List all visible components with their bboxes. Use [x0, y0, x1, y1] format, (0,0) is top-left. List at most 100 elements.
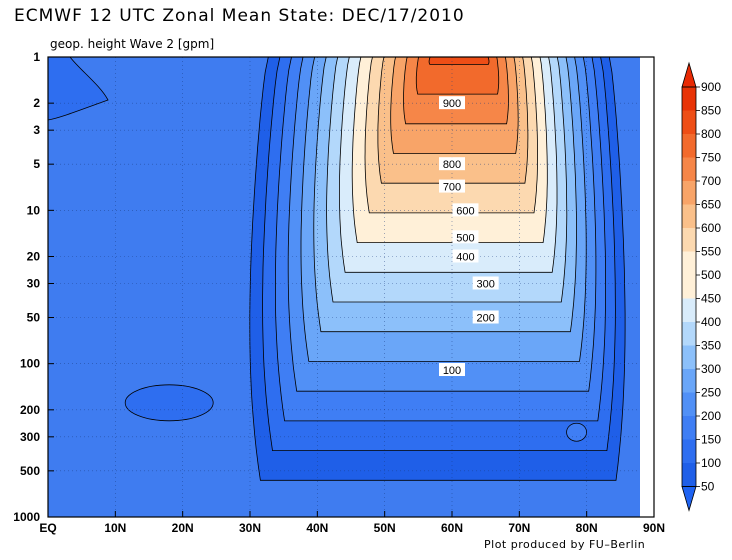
contour-line [403, 57, 509, 125]
x-tick-label: EQ [39, 521, 56, 535]
contour-label-bg [439, 96, 465, 110]
chart-title: ECMWF 12 UTC Zonal Mean State: DEC/17/20… [14, 6, 465, 26]
contour-label: 600 [456, 205, 474, 217]
y-tick-label: 20 [27, 249, 41, 263]
colorbar-swatch [682, 392, 696, 417]
y-tick-label: 1 [33, 50, 40, 64]
y-tick-label: 300 [20, 430, 40, 444]
contour-feature [124, 384, 214, 422]
contour-line [300, 57, 587, 362]
contour-labels: 900 800 700 600 500 400 300 200 100 [439, 96, 499, 377]
contour-line [287, 57, 597, 392]
colorbar-swatch [682, 298, 696, 323]
x-tick-label: 80N [576, 521, 598, 535]
contour-label-bg [439, 157, 465, 171]
contour-label: 900 [443, 98, 461, 110]
contour-fills [48, 35, 640, 517]
colorbar-label: 550 [701, 245, 721, 259]
contour-line [262, 57, 616, 451]
colorbar-swatch [682, 157, 696, 182]
colorbar-swatch [682, 416, 696, 440]
colorbar-label: 100 [701, 456, 721, 470]
colorbar-label: 250 [701, 386, 721, 400]
colorbar-label: 400 [701, 315, 721, 329]
colorbar-swatch [682, 345, 696, 370]
colorbar-swatch [682, 322, 696, 346]
colorbar-swatch [682, 369, 696, 393]
grid-lines [48, 57, 640, 517]
contour-line [390, 57, 519, 154]
colorbar: 900 850 800 750 700 650 600 550 500 450 400 350 300 2… [681, 61, 721, 512]
colorbar-swatch [682, 251, 696, 276]
contour-line [351, 57, 548, 243]
contour-feature [566, 422, 587, 442]
x-tick-label: 90N [643, 521, 665, 535]
colorbar-label: 350 [701, 339, 721, 353]
credit-text: Plot produced by FU–Berlin [484, 538, 646, 551]
contour-line [249, 57, 626, 481]
contour-lines [249, 57, 626, 481]
y-tick-label: 100 [20, 357, 40, 371]
colorbar-max-arrow [681, 61, 697, 88]
contour-label-bg [439, 179, 465, 193]
contour-line [441, 57, 480, 58]
contour-feature [48, 57, 109, 121]
y-tick-label: 50 [27, 311, 41, 325]
colorbar-label: 600 [701, 221, 721, 235]
colorbar-label: 300 [701, 362, 721, 376]
contour-label-bg [439, 363, 465, 377]
contour-label: 500 [456, 232, 474, 244]
contour-label: 100 [443, 365, 461, 377]
colorbar-swatch [682, 463, 696, 487]
x-tick-label: 20N [172, 521, 194, 535]
colorbar-label: 850 [701, 104, 721, 118]
colorbar-label: 800 [701, 127, 721, 141]
contour-band [429, 57, 489, 65]
colorbar-label: 200 [701, 409, 721, 423]
colorbar-swatch [682, 87, 696, 111]
contour-label-bg [452, 249, 479, 263]
chart-subtitle: geop. height Wave 2 [gpm] [50, 37, 215, 51]
contour-line [428, 57, 490, 65]
colorbar-min-arrow [681, 486, 697, 512]
contour-line [364, 57, 538, 214]
colorbar-label: 650 [701, 198, 721, 212]
contour-line [339, 57, 558, 273]
colorbar-swatch [682, 275, 696, 299]
colorbar-label: 700 [701, 174, 721, 188]
colorbar-label: 750 [701, 151, 721, 165]
contour-line [377, 57, 529, 184]
contour-line [415, 57, 500, 95]
x-tick-label: 50N [374, 521, 396, 535]
colorbar-swatch [682, 228, 696, 252]
colorbar-swatch [682, 439, 696, 464]
colorbar-swatch [682, 181, 696, 205]
contour-label-bg [472, 276, 499, 290]
contour-band [442, 35, 479, 57]
x-tick-label: 60N [441, 521, 463, 535]
contour-label-bg [452, 203, 479, 217]
colorbar-label: 900 [701, 80, 721, 94]
contour-label: 400 [456, 251, 474, 263]
colorbar-swatch [682, 134, 696, 158]
contour-label: 700 [443, 182, 461, 194]
y-tick-label: 500 [20, 464, 40, 478]
y-tick-label: 200 [20, 403, 40, 417]
contour-line [275, 57, 606, 422]
contour-line [326, 57, 568, 303]
y-tick-label: 5 [33, 157, 40, 171]
plot-frame [47, 56, 655, 518]
x-axis: EQ 10N 20N 30N 40N 50N 60N 70N 80N 90N [39, 511, 665, 535]
x-tick-label: 10N [104, 521, 126, 535]
colorbar-frame [681, 86, 697, 487]
contour-label: 300 [476, 278, 494, 290]
y-axis: 1 2 3 5 10 20 30 50 100 200 300 500 1000 [13, 50, 54, 524]
colorbar-swatch [682, 110, 696, 135]
colorbar-label: 50 [701, 480, 715, 494]
y-tick-label: 10 [27, 203, 41, 217]
y-tick-label: 2 [33, 96, 40, 110]
y-tick-label: 30 [27, 276, 41, 290]
x-tick-label: 30N [239, 521, 261, 535]
contour-label-bg [452, 230, 479, 244]
